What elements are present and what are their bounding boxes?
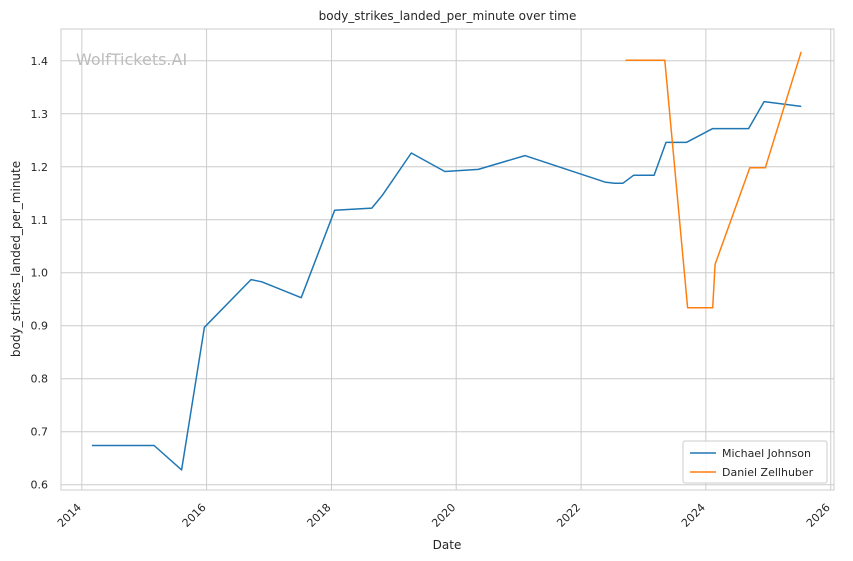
x-tick-label: 2022 [554,501,583,530]
x-tick-label: 2014 [55,501,84,530]
legend-label: Michael Johnson [722,447,811,460]
x-tick-label: 2024 [679,501,708,530]
y-tick-label: 1.4 [31,55,49,68]
y-tick-label: 0.8 [31,373,49,386]
series-line-daniel-zellhuber [625,51,802,309]
grid-lines [61,29,834,490]
y-axis-ticks: 0.6 0.7 0.8 0.9 1.0 1.1 1.2 1.3 1.4 [31,55,49,492]
y-tick-label: 0.9 [31,320,49,333]
x-tick-label: 2018 [305,501,334,530]
y-tick-label: 1.3 [31,108,49,121]
x-axis-ticks: 2014 2016 2018 2020 2022 2024 2026 [55,501,833,530]
series-line-michael-johnson [91,100,802,471]
y-tick-label: 1.0 [31,267,49,280]
y-axis-label: body_strikes_landed_per_minute [9,161,23,357]
y-tick-label: 0.6 [31,479,49,492]
legend-box [682,440,828,484]
chart-title: body_strikes_landed_per_minute over time [319,9,577,23]
x-axis-label: Date [433,538,462,552]
legend-label: Daniel Zellhuber [722,466,814,479]
series-lines [91,51,802,471]
y-tick-label: 1.1 [31,214,49,227]
legend: Michael Johnson Daniel Zellhuber [682,440,828,484]
x-tick-label: 2016 [180,501,209,530]
x-tick-label: 2020 [429,501,458,530]
y-tick-label: 0.7 [31,426,49,439]
x-tick-label: 2026 [804,501,833,530]
plot-area [60,28,835,491]
watermark-text: WolfTickets.AI [76,50,187,69]
y-tick-label: 1.2 [31,161,49,174]
